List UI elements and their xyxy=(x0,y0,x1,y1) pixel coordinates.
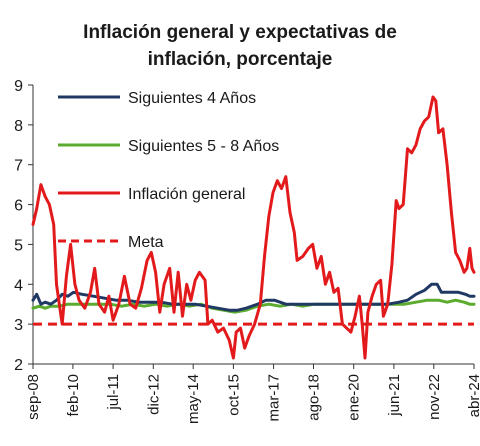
y-tick-label: 5 xyxy=(14,237,23,254)
y-tick-label: 7 xyxy=(14,158,23,175)
x-tick-label: abr-24 xyxy=(466,374,480,417)
legend-item-4-anos: Siguientes 4 Años xyxy=(58,90,256,107)
x-tick-label: sep-08 xyxy=(25,374,42,420)
legend-label-5-8-anos: Siguientes 5 - 8 Años xyxy=(128,138,279,155)
y-tick-label: 8 xyxy=(14,118,23,135)
x-tick-label: may-14 xyxy=(185,374,202,424)
legend-label-meta: Meta xyxy=(128,234,164,251)
series-layer xyxy=(31,95,476,360)
x-tick-label: feb-10 xyxy=(65,374,82,417)
legend-item-5-8-anos: Siguientes 5 - 8 Años xyxy=(58,138,279,155)
series-line-5-8-anos xyxy=(31,298,476,314)
legend-label-4-anos: Siguientes 4 Años xyxy=(128,90,256,107)
y-tick-label: 3 xyxy=(14,317,23,334)
y-tick-label: 9 xyxy=(14,78,23,95)
y-tick-label: 2 xyxy=(14,357,23,374)
y-axis: 2 3 4 5 6 7 8 9 xyxy=(14,78,34,374)
x-tick-label: nov-22 xyxy=(426,374,443,420)
x-axis: sep-08 feb-10 jul-11 dic-12 may-14 oct-15 mar-… xyxy=(25,363,480,424)
x-tick-label: ago-18 xyxy=(306,374,323,421)
x-tick-label: dic-12 xyxy=(145,374,162,415)
y-tick-label: 6 xyxy=(14,198,23,215)
series-line-inflacion-general xyxy=(31,95,476,360)
x-tick-label: jun-21 xyxy=(386,374,403,417)
legend-item-inflacion-general: Inflación general xyxy=(58,186,245,203)
x-tick-label: jul-11 xyxy=(105,374,122,411)
x-tick-label: mar-17 xyxy=(266,374,283,422)
x-tick-label: ene-20 xyxy=(346,374,363,421)
chart-title: Inflación general y expectativas de infl… xyxy=(83,22,397,70)
x-tick-label: oct-15 xyxy=(225,374,242,416)
chart-title-line-2: inflación, porcentaje xyxy=(148,49,333,70)
legend: Siguientes 4 Años Siguientes 5 - 8 Años … xyxy=(58,90,279,251)
y-tick-label: 4 xyxy=(14,277,23,294)
legend-item-meta: Meta xyxy=(58,234,164,251)
chart-title-line-1: Inflación general y expectativas de xyxy=(83,22,397,43)
legend-label-inflacion-general: Inflación general xyxy=(128,186,245,203)
series-line-4-anos xyxy=(31,282,476,312)
